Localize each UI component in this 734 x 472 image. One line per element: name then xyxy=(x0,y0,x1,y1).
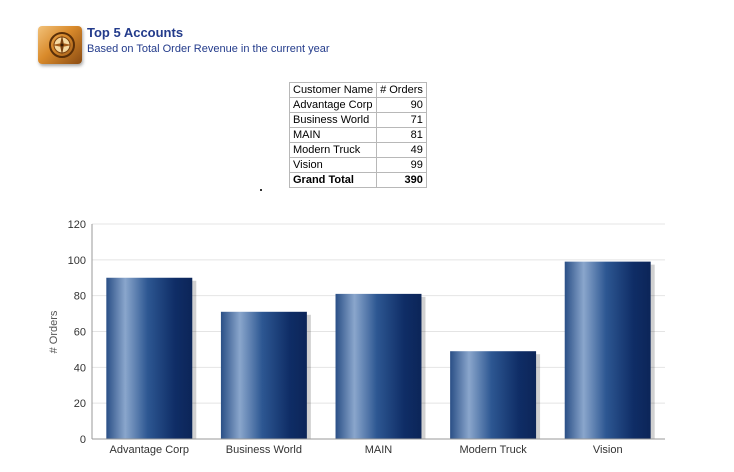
column-header-customer[interactable]: Customer Name xyxy=(288,82,378,98)
x-tick-label: MAIN xyxy=(365,444,393,456)
table-row: Vision 99 xyxy=(288,157,427,173)
report-header: Top 5 Accounts Based on Total Order Reve… xyxy=(38,22,438,66)
column-header-orders[interactable]: # Orders xyxy=(376,82,427,98)
x-tick-label: Business World xyxy=(226,444,302,456)
y-tick-label: 20 xyxy=(74,398,86,410)
bar-modern-truck[interactable] xyxy=(450,351,537,439)
y-tick-label: 120 xyxy=(68,219,86,231)
table-row: Modern Truck 49 xyxy=(288,142,427,158)
orders-table: Customer Name # Orders Advantage Corp 90… xyxy=(288,82,427,188)
grand-total-label: Grand Total xyxy=(288,172,378,188)
y-tick-label: 80 xyxy=(74,291,86,303)
orders-cell: 71 xyxy=(376,112,427,128)
customer-name-cell: Modern Truck xyxy=(288,142,378,158)
bar-business-world[interactable] xyxy=(220,311,307,439)
y-tick-label: 0 xyxy=(80,434,86,446)
grand-total-row: Grand Total 390 xyxy=(288,172,427,188)
grand-total-value: 390 xyxy=(376,172,427,188)
report-subtitle: Based on Total Order Revenue in the curr… xyxy=(87,43,330,55)
stray-dot xyxy=(260,189,262,191)
y-axis-title: # Orders xyxy=(48,310,60,353)
customer-name-cell: Advantage Corp xyxy=(288,97,378,113)
orders-cell: 99 xyxy=(376,157,427,173)
y-tick-label: 60 xyxy=(74,327,86,339)
x-tick-label: Advantage Corp xyxy=(110,444,190,456)
customer-name-cell: Vision xyxy=(288,157,378,173)
customer-name-cell: Business World xyxy=(288,112,378,128)
table-row: MAIN 81 xyxy=(288,127,427,143)
customer-name-cell: MAIN xyxy=(288,127,378,143)
table-row: Advantage Corp 90 xyxy=(288,97,427,113)
y-tick-label: 40 xyxy=(74,362,86,374)
x-tick-label: Modern Truck xyxy=(459,444,527,456)
y-tick-label: 100 xyxy=(68,255,86,267)
report-title: Top 5 Accounts xyxy=(87,25,184,40)
orders-cell: 49 xyxy=(376,142,427,158)
bar-main[interactable] xyxy=(335,293,422,439)
bar-advantage-corp[interactable] xyxy=(106,277,193,439)
orders-cell: 90 xyxy=(376,97,427,113)
table-header-row: Customer Name # Orders xyxy=(288,82,427,98)
compass-icon xyxy=(38,26,82,64)
table-row: Business World 71 xyxy=(288,112,427,128)
bar-vision[interactable] xyxy=(564,261,651,439)
x-tick-label: Vision xyxy=(593,444,623,456)
orders-bar-chart: 0 20 40 60 80 100 120 Advantage Corp Business Wo… xyxy=(48,219,665,456)
orders-cell: 81 xyxy=(376,127,427,143)
